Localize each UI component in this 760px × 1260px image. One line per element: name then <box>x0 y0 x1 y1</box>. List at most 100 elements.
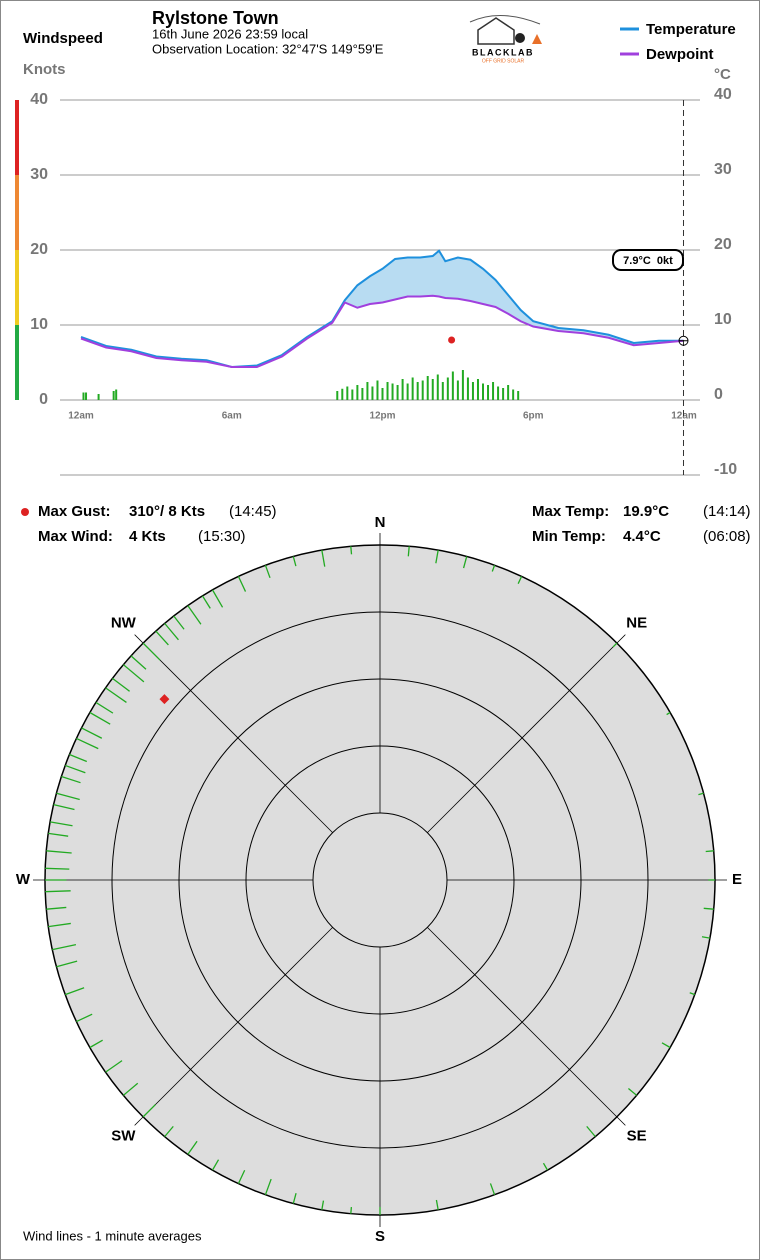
wind-line <box>69 753 88 763</box>
wind-line <box>491 564 496 572</box>
wind-line <box>45 867 70 870</box>
stats: Max Gust: 310°/ 8 Kts (14:45) Max Wind: … <box>21 503 751 545</box>
y-label: Windspeed <box>23 30 103 47</box>
wind-line <box>264 564 271 579</box>
wind-line <box>292 1193 297 1204</box>
direction-label: NW <box>111 614 137 631</box>
logo-text: BLACKLAB <box>472 47 534 57</box>
wind-line <box>264 1178 272 1196</box>
wind-line <box>542 1162 549 1171</box>
wind-line <box>64 987 85 996</box>
y2-tick-label: 10 <box>714 311 732 328</box>
rose-spoke <box>134 927 333 1126</box>
wind-line <box>292 556 297 567</box>
stat-label: Min Temp: <box>532 528 606 545</box>
wind-line <box>698 792 704 796</box>
y-tick-label: 0 <box>39 391 48 408</box>
rose-spoke <box>427 634 626 833</box>
wind-line <box>435 1199 439 1211</box>
gust-key <box>21 508 29 516</box>
stat-value: 310°/ 8 Kts <box>129 503 205 520</box>
stat-time: (15:30) <box>198 528 246 545</box>
x-tick-label: 12am <box>671 411 697 422</box>
wind-line <box>122 664 145 683</box>
current-box <box>612 249 684 271</box>
legend-label: Temperature <box>646 21 736 38</box>
wind-line <box>164 622 179 641</box>
logo-subtext: OFF GRID SOLAR <box>482 58 525 64</box>
wind-line <box>76 1013 93 1023</box>
wind-line <box>122 1082 139 1096</box>
wind-line <box>112 677 130 692</box>
wind-line <box>187 605 202 625</box>
gust-point <box>159 694 170 705</box>
speed-band <box>15 100 19 175</box>
speed-band <box>15 250 19 325</box>
wind-line <box>142 1104 156 1118</box>
wind-line <box>46 906 67 910</box>
y2-tick-label: -10 <box>714 461 737 478</box>
current-label: 7.9°C 0kt <box>623 255 673 267</box>
wind-line <box>187 1140 198 1155</box>
wind-line <box>407 546 410 557</box>
x-tick-label: 6pm <box>523 411 544 422</box>
wind-line <box>321 549 326 567</box>
y2-tick-label: 40 <box>714 86 732 103</box>
stat-time: (14:14) <box>703 503 751 520</box>
direction-label: S <box>375 1228 385 1245</box>
y-tick-label: 10 <box>30 316 48 333</box>
direction-label: SW <box>111 1128 136 1145</box>
wind-line <box>321 1200 325 1211</box>
gust-point <box>448 336 456 344</box>
wind-line <box>48 832 69 837</box>
wind-line <box>164 1125 174 1138</box>
direction-label: SE <box>627 1128 647 1145</box>
stat-label: Max Wind: <box>38 528 113 545</box>
direction-label: E <box>732 871 742 888</box>
y2-unit: °C <box>714 66 731 83</box>
stat-time: (06:08) <box>703 528 751 545</box>
stat-value: 4.4°C <box>623 528 661 545</box>
y-tick-label: 40 <box>30 91 48 108</box>
stat-label: Max Gust: <box>38 503 111 520</box>
y2-tick-label: 20 <box>714 236 732 253</box>
speed-band <box>15 175 19 250</box>
stat-value: 19.9°C <box>623 503 669 520</box>
wind-line <box>350 546 353 555</box>
y-tick-label: 20 <box>30 241 48 258</box>
y-tick-label: 30 <box>30 166 48 183</box>
wind-line <box>49 821 73 827</box>
wind-line <box>105 1060 123 1073</box>
wind-line <box>130 655 147 670</box>
stat-value: 4 Kts <box>129 528 166 545</box>
wind-line <box>95 701 114 714</box>
wind-line <box>689 992 696 996</box>
x-tick-label: 6am <box>222 411 242 422</box>
wind-line <box>155 630 169 646</box>
wind-line <box>105 687 127 703</box>
wind-line <box>53 804 75 811</box>
wind-line <box>89 1039 103 1049</box>
y2-tick-label: 0 <box>714 386 723 403</box>
wind-line <box>703 907 714 910</box>
location: Observation Location: 32°47'S 149°59'E <box>152 41 384 56</box>
wind-line <box>173 615 185 630</box>
wind-line <box>211 589 224 608</box>
wind-line <box>48 922 71 928</box>
stat-label: Max Temp: <box>532 503 609 520</box>
wind-line <box>237 1169 246 1184</box>
y2-tick-label: 30 <box>714 161 732 178</box>
wind-line <box>701 936 711 939</box>
wind-line <box>76 737 99 750</box>
wind-line <box>45 890 71 893</box>
title: Rylstone Town <box>152 8 279 28</box>
logo: BLACKLAB OFF GRID SOLAR <box>469 14 542 64</box>
wind-line <box>46 850 72 854</box>
wind-line <box>56 960 78 968</box>
current-point <box>678 335 689 346</box>
wind-line <box>666 711 671 716</box>
wind-line <box>462 556 468 569</box>
direction-label: N <box>375 514 386 531</box>
y-unit: Knots <box>23 61 66 78</box>
